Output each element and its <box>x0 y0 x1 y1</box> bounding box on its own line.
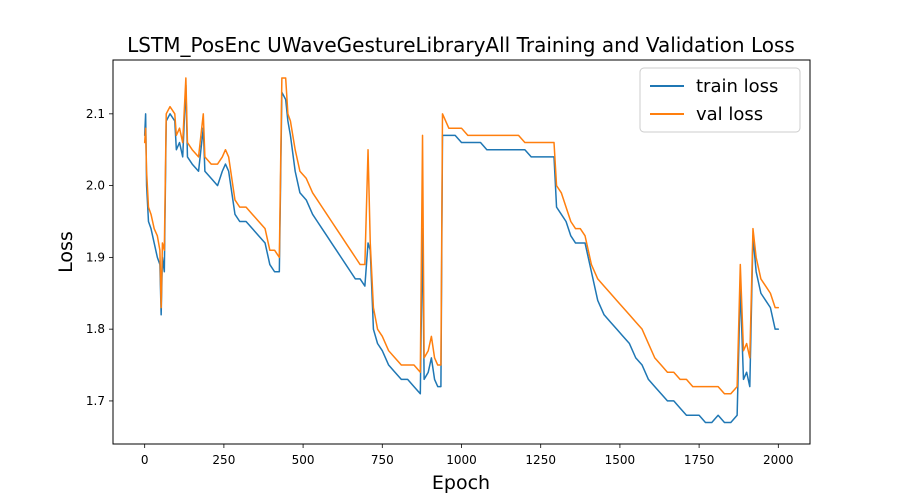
legend-label: val loss <box>696 104 763 125</box>
x-tick-label: 1500 <box>605 453 636 467</box>
y-tick-label: 1.8 <box>86 322 105 336</box>
x-tick-label: 500 <box>292 453 315 467</box>
x-tick-label: 250 <box>212 453 235 467</box>
y-tick-label: 2.1 <box>86 107 105 121</box>
x-tick-label: 0 <box>141 453 149 467</box>
series-line-val-loss <box>143 77 780 395</box>
x-axis: 0 250 500 750 1000 1250 1500 1750 2000 <box>141 444 794 467</box>
x-tick-label: 1250 <box>525 453 556 467</box>
x-tick-label: 750 <box>371 453 394 467</box>
x-tick-label: 1750 <box>684 453 715 467</box>
y-axis-label: Loss <box>55 231 77 273</box>
y-tick-label: 2.0 <box>86 179 105 193</box>
x-tick-label: 2000 <box>763 453 794 467</box>
y-tick-label: 1.7 <box>86 394 105 408</box>
x-tick-label: 1000 <box>446 453 477 467</box>
x-axis-label: Epoch <box>432 472 490 494</box>
legend-label: train loss <box>696 76 778 97</box>
y-tick-label: 1.9 <box>86 250 105 264</box>
y-axis: 1.7 1.8 1.9 2.0 2.1 <box>86 107 113 408</box>
chart-title: LSTM_PosEnc UWaveGestureLibraryAll Train… <box>127 33 795 57</box>
legend: train loss val loss <box>639 67 801 133</box>
series-line-train-loss <box>143 84 780 424</box>
legend-box <box>639 67 801 133</box>
series-layer <box>143 77 780 424</box>
